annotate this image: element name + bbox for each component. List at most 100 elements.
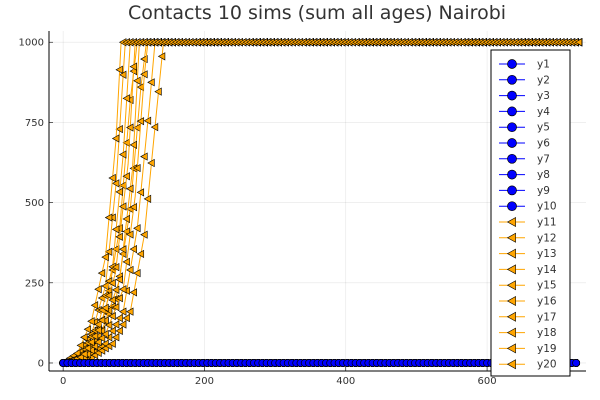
legend-label: y16 xyxy=(537,296,557,308)
legend-marker xyxy=(506,343,516,354)
legend-item-y11: y11 xyxy=(499,217,557,229)
legend-item-y14: y14 xyxy=(499,264,557,276)
data-point-y15 xyxy=(136,188,145,197)
legend-marker xyxy=(507,122,517,133)
data-point-y19 xyxy=(104,321,113,330)
data-point-y18 xyxy=(80,333,88,342)
x-tick-label: 400 xyxy=(336,376,355,387)
data-point-y20 xyxy=(101,303,109,312)
data-point-y19 xyxy=(108,312,116,321)
data-point-y12 xyxy=(115,124,123,134)
data-point-y17 xyxy=(136,249,145,259)
legend-item-y3: y3 xyxy=(499,90,550,102)
data-point-y18 xyxy=(101,253,109,262)
legend-marker xyxy=(506,280,516,291)
data-point-y20 xyxy=(83,344,92,353)
data-point-y20 xyxy=(126,123,134,132)
y-tick-label: 750 xyxy=(25,118,44,129)
legend-item-y20: y20 xyxy=(499,359,557,371)
data-point-y17 xyxy=(115,326,123,336)
data-point-y14 xyxy=(94,320,102,329)
legend-label: y4 xyxy=(537,106,550,118)
legend-marker xyxy=(507,201,517,212)
x-tick-label: 600 xyxy=(478,376,497,387)
legend-item-y19: y19 xyxy=(499,343,557,355)
data-point-y19 xyxy=(97,334,106,343)
data-point-y17 xyxy=(118,320,127,329)
data-point-y17 xyxy=(122,313,130,323)
series-y20 xyxy=(58,38,583,368)
legend-item-y13: y13 xyxy=(499,248,557,260)
data-point-y16 xyxy=(126,184,134,193)
data-point-y20 xyxy=(90,332,99,341)
legend-marker xyxy=(506,295,516,307)
legend-item-y18: y18 xyxy=(499,327,557,339)
data-point-y19 xyxy=(115,294,123,303)
data-point-y10 xyxy=(572,359,581,367)
data-point-y19 xyxy=(140,70,148,79)
tick-labels: 0 200 400 600 0 250 500 750 1000 xyxy=(19,38,497,387)
legend-item-y4: y4 xyxy=(499,106,550,118)
data-point-y18 xyxy=(87,317,95,326)
data-point-y15 xyxy=(133,224,141,233)
data-point-y17 xyxy=(126,307,134,316)
data-point-y20 xyxy=(129,62,137,71)
data-point-y19 xyxy=(126,230,134,239)
data-point-y17 xyxy=(157,52,166,61)
data-point-y20 xyxy=(118,202,127,211)
data-point-y17 xyxy=(133,269,141,278)
data-point-y20 xyxy=(97,316,106,325)
data-point-y15 xyxy=(143,116,152,125)
data-point-y19 xyxy=(101,330,109,339)
legend-label: y3 xyxy=(537,90,550,102)
data-point-y16 xyxy=(118,245,127,254)
legend-marker xyxy=(506,327,516,338)
data-point-y19 xyxy=(94,338,102,347)
data-point-y14 xyxy=(122,94,130,103)
data-point-y17 xyxy=(108,339,116,348)
data-point-y17 xyxy=(111,333,120,342)
legend-marker xyxy=(506,359,516,370)
data-point-y20 xyxy=(122,172,130,181)
legend-item-y12: y12 xyxy=(499,232,557,244)
data-point-y14 xyxy=(115,187,123,197)
legend-marker xyxy=(506,216,516,228)
data-point-y16 xyxy=(122,214,130,224)
chart-title: Contacts 10 sims (sum all ages) Nairobi xyxy=(128,2,506,24)
data-point-y18 xyxy=(90,301,99,310)
legend-box xyxy=(490,49,571,377)
data-point-y18 xyxy=(104,213,113,222)
data-point-y14 xyxy=(111,225,120,234)
data-point-y20 xyxy=(104,291,113,300)
legend-marker xyxy=(507,106,517,117)
legend-marker xyxy=(506,311,516,322)
data-point-y18 xyxy=(115,65,123,74)
legend-label: y10 xyxy=(537,201,557,213)
legend-label: y13 xyxy=(537,248,557,260)
data-point-y20 xyxy=(80,350,88,359)
legend-label: y1 xyxy=(537,59,550,71)
legend-label: y14 xyxy=(537,264,557,276)
legend-marker xyxy=(507,138,517,148)
data-point-y19 xyxy=(129,203,137,212)
data-point-y18 xyxy=(108,173,116,183)
data-point-y20 xyxy=(108,278,116,288)
data-point-y16 xyxy=(129,140,137,149)
legend-item-y7: y7 xyxy=(499,153,550,165)
data-point-y20 xyxy=(111,263,120,272)
legend-item-y15: y15 xyxy=(499,280,557,292)
data-point-y17 xyxy=(150,123,159,132)
data-point-y17 xyxy=(143,194,152,203)
data-point-y20 xyxy=(115,232,123,241)
legend-item-y8: y8 xyxy=(499,169,550,181)
legend: y1 y2 y3 y4 y5 y6 y7 y8 y9 y10 y11 y12 y13 y14 y15 y16 y… xyxy=(490,49,571,377)
legend-item-y17: y17 xyxy=(499,311,557,323)
legend-marker xyxy=(507,153,517,164)
legend-marker xyxy=(507,185,517,196)
data-point-y11 xyxy=(111,245,120,254)
y-tick-label: 0 xyxy=(38,358,44,369)
data-point-y16 xyxy=(115,275,123,284)
data-point-y19 xyxy=(122,257,130,266)
legend-label: y12 xyxy=(537,232,557,244)
